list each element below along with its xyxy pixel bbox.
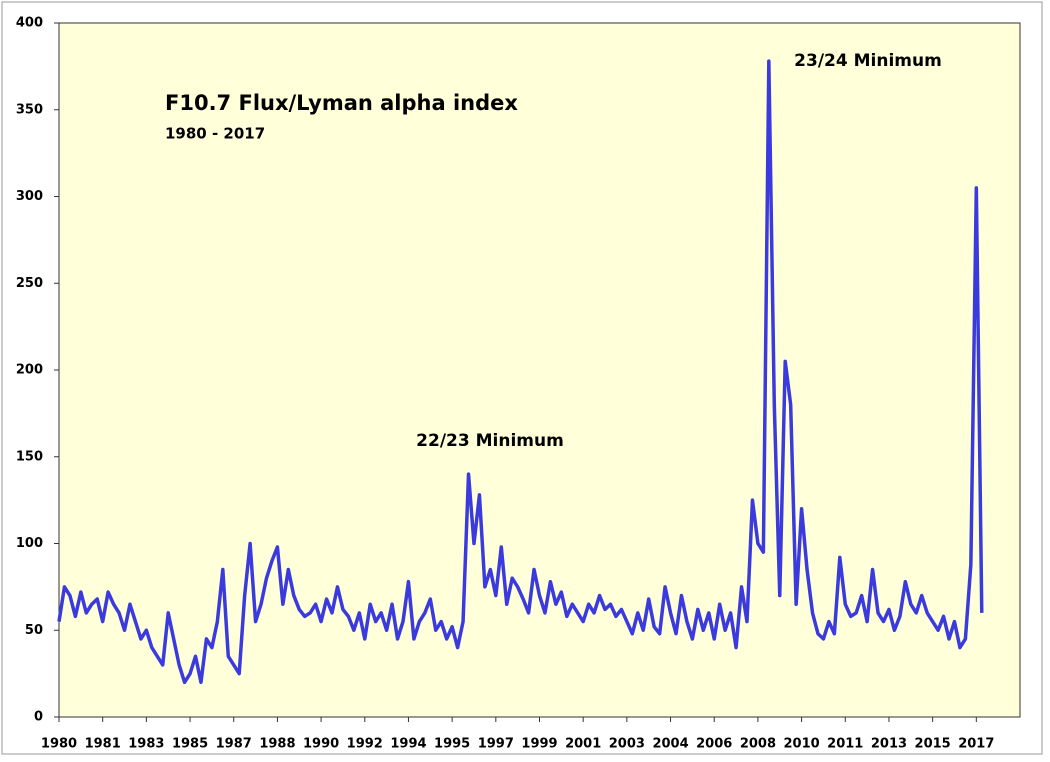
- x-tick-label: 2017: [958, 737, 994, 752]
- x-tick-label: 1999: [521, 737, 557, 752]
- x-tick-label: 1980: [41, 737, 77, 752]
- y-tick-label: 0: [34, 710, 43, 725]
- data-line: [57, 59, 984, 685]
- annotation: 23/24 Minimum: [794, 51, 942, 71]
- x-tick-label: 1992: [347, 737, 383, 752]
- x-tick-label: 2006: [696, 737, 732, 752]
- x-tick-label: 2010: [783, 737, 819, 752]
- x-tick-label: 2003: [609, 737, 645, 752]
- x-tick-label: 2015: [915, 737, 951, 752]
- y-tick-label: 200: [16, 363, 43, 378]
- x-tick-label: 1997: [478, 737, 514, 752]
- x-tick-label: 2008: [740, 737, 776, 752]
- x-tick-label: 1994: [390, 737, 426, 752]
- y-tick-label: 100: [16, 536, 43, 551]
- x-tick-label: 1983: [128, 737, 164, 752]
- annotation: 22/23 Minimum: [416, 431, 564, 451]
- x-tick-label: 2001: [565, 737, 601, 752]
- x-tick-label: 1981: [85, 737, 121, 752]
- y-tick-label: 300: [16, 189, 43, 204]
- x-tick-label: 1995: [434, 737, 470, 752]
- x-tick-label: 2004: [652, 737, 688, 752]
- x-tick-label: 1987: [216, 737, 252, 752]
- y-tick-label: 50: [25, 623, 43, 638]
- x-tick-label: 2011: [827, 737, 863, 752]
- y-tick-label: 350: [16, 102, 43, 117]
- x-tick-label: 1990: [303, 737, 339, 752]
- x-tick-label: 1988: [259, 737, 295, 752]
- chart-subtitle: 1980 - 2017: [165, 125, 265, 143]
- y-tick-label: 400: [16, 16, 43, 31]
- x-tick-label: 1985: [172, 737, 208, 752]
- x-tick-label: 2013: [871, 737, 907, 752]
- chart-title: F10.7 Flux/Lyman alpha index: [165, 91, 518, 115]
- y-tick-label: 150: [16, 449, 43, 464]
- y-tick-label: 250: [16, 276, 43, 291]
